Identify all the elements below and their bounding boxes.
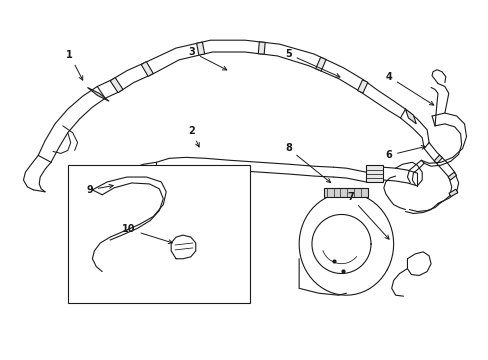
Polygon shape xyxy=(315,57,325,71)
Polygon shape xyxy=(110,78,122,93)
Polygon shape xyxy=(405,109,415,124)
Text: 2: 2 xyxy=(188,126,199,147)
Polygon shape xyxy=(357,80,367,93)
Polygon shape xyxy=(448,189,457,197)
Text: 9: 9 xyxy=(86,184,113,195)
Polygon shape xyxy=(433,155,442,163)
Text: 5: 5 xyxy=(285,49,339,77)
Polygon shape xyxy=(447,172,456,180)
Polygon shape xyxy=(196,42,204,55)
Polygon shape xyxy=(141,62,153,76)
Polygon shape xyxy=(323,188,367,197)
Text: 8: 8 xyxy=(285,144,330,183)
Text: 6: 6 xyxy=(385,145,425,161)
Text: 1: 1 xyxy=(66,50,82,80)
Text: 7: 7 xyxy=(346,192,388,239)
Polygon shape xyxy=(87,87,109,101)
Text: 10: 10 xyxy=(122,224,172,244)
Polygon shape xyxy=(366,165,382,182)
Bar xyxy=(68,165,249,303)
Text: 3: 3 xyxy=(188,47,226,70)
Text: 4: 4 xyxy=(385,72,433,105)
Polygon shape xyxy=(258,42,264,54)
